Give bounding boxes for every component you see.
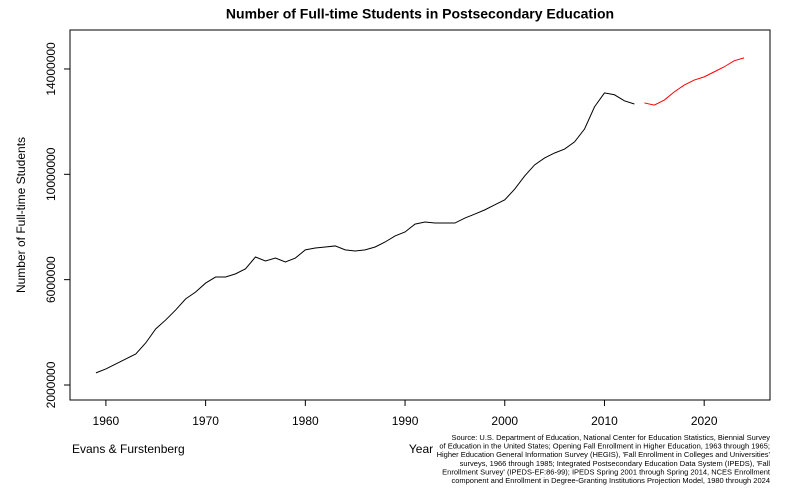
x-tick-label: 1980 [292, 414, 319, 428]
x-tick-label: 1970 [192, 414, 219, 428]
source-note: Source: U.S. Department of Education, Na… [452, 433, 771, 442]
series-line [644, 57, 745, 106]
plot-frame [69, 29, 771, 401]
source-note: Higher Education General Information Sur… [437, 450, 771, 459]
x-tick-label: 1990 [392, 414, 419, 428]
y-tick-label: 6000000 [44, 256, 58, 303]
chart-title: Number of Full-time Students in Postseco… [226, 6, 614, 22]
y-tick-label: 2000000 [44, 361, 58, 408]
y-axis-label: Number of Full-time Students [14, 137, 28, 293]
source-note: Enrollment Survey' (IPEDS-EF:86-99); IPE… [442, 467, 771, 476]
x-tick-label: 2020 [691, 414, 718, 428]
source-note: surveys, 1966 through 1985; Integrated P… [460, 459, 771, 468]
series-line [95, 92, 635, 374]
x-tick-label: 2000 [491, 414, 518, 428]
author: Evans & Furstenberg [72, 442, 185, 456]
source-note: of Education in the United States; Openi… [439, 442, 770, 451]
x-tick-label: 2010 [591, 414, 618, 428]
x-tick-label: 1960 [93, 414, 120, 428]
y-tick-label: 14000000 [44, 42, 58, 96]
source-note: component and Enrollment in Degree-Grant… [451, 476, 770, 485]
x-axis-label: Year [409, 442, 433, 456]
y-tick-label: 10000000 [44, 147, 58, 201]
